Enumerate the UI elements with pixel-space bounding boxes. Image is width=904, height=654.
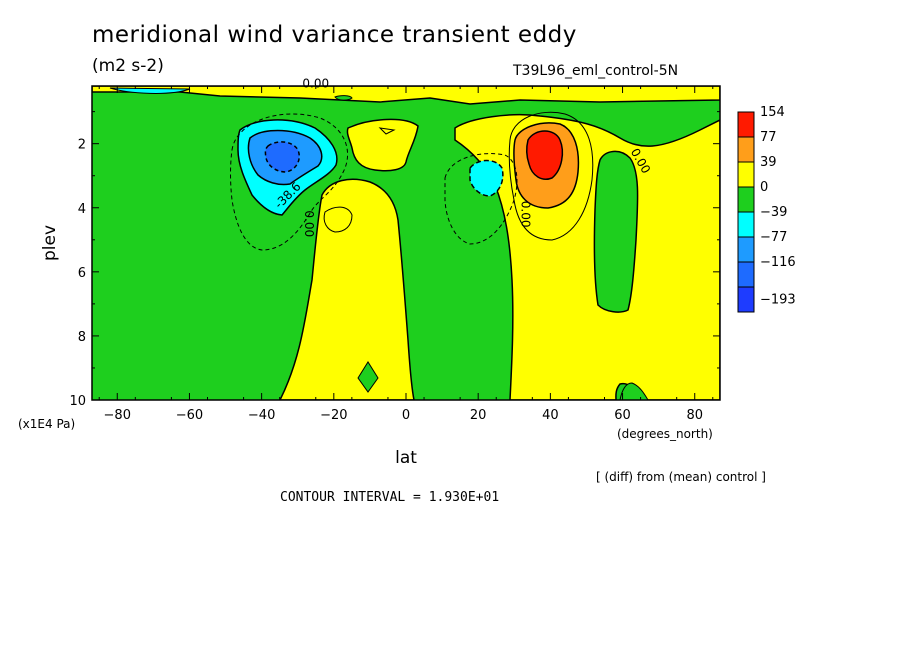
x-tick-label: −60 <box>176 408 203 423</box>
footnote: [ (diff) from (mean) control ] <box>596 470 766 484</box>
x-tick-label: −80 <box>104 408 131 423</box>
contour-field <box>92 86 720 400</box>
contour-negative-outer <box>230 113 349 251</box>
colorbar-label: 39 <box>760 155 777 170</box>
field-red-core <box>525 130 564 180</box>
colorbar-legend: 154 77 39 0 −39 −77 −116 −193 <box>737 105 796 313</box>
field-yellow-upper-blob <box>346 118 419 172</box>
field-cyan-topleft <box>109 87 191 94</box>
y-tick-label: 4 <box>78 202 86 217</box>
field-cyan-tropics <box>469 159 504 197</box>
y-tick-label: 8 <box>78 330 86 345</box>
colorbar-label: 77 <box>760 130 777 145</box>
x-axis-unit: (degrees_north) <box>617 427 713 441</box>
colorbar-swatch <box>737 261 755 288</box>
chart-title: meridional wind variance transient eddy <box>92 22 577 48</box>
field-green-bottom-right <box>619 382 649 400</box>
contour-label: 0.00 <box>518 201 532 228</box>
colorbar-swatch <box>737 236 755 263</box>
y-axis-label: plev <box>40 225 60 261</box>
contour-positive-outer <box>508 111 594 241</box>
field-green-diamond <box>357 361 379 393</box>
colorbar-label: −77 <box>760 230 787 245</box>
contour-label: 0.00 <box>302 77 329 91</box>
x-axis-label: lat <box>395 448 417 468</box>
colorbar-label: 0 <box>760 180 768 195</box>
colorbar-swatch <box>737 286 755 313</box>
x-tick-label: 0 <box>402 408 410 423</box>
colorbar-label: −193 <box>760 293 796 308</box>
y-tick-label: 2 <box>78 138 86 153</box>
x-tick-label: 40 <box>542 408 559 423</box>
colorbar-label: 154 <box>760 105 785 120</box>
contour-small-yellow <box>323 206 353 233</box>
colorbar-swatch <box>737 111 755 138</box>
colorbar-swatch <box>737 186 755 213</box>
y-axis: 2 4 6 8 10 <box>69 111 720 409</box>
x-tick-label: −20 <box>320 408 347 423</box>
colorbar-swatch <box>737 211 755 238</box>
y-axis-unit: (x1E4 Pa) <box>18 417 75 431</box>
x-tick-label: 60 <box>614 408 631 423</box>
contour-tiny-top <box>334 95 353 101</box>
colorbar-swatch <box>737 161 755 188</box>
run-name: T39L96_eml_control-5N <box>513 63 679 79</box>
colorbar-label: −39 <box>760 205 787 220</box>
chart-units: (m2 s-2) <box>92 56 164 76</box>
colorbar-label: −116 <box>760 255 796 270</box>
field-yellow-center-tongue <box>279 178 415 400</box>
y-tick-label: 10 <box>69 394 86 409</box>
colorbar-swatch <box>737 136 755 163</box>
x-tick-label: −40 <box>248 408 275 423</box>
y-tick-label: 6 <box>78 266 86 281</box>
x-tick-label: 20 <box>470 408 487 423</box>
contour-negative-tropics <box>444 153 518 245</box>
contour-label: 0.00 <box>302 210 316 237</box>
x-axis: −80 −60 −40 −20 0 20 40 60 80 <box>98 86 714 423</box>
contour-tiny <box>378 127 396 135</box>
contour-interval: CONTOUR INTERVAL = 1.930E+01 <box>280 490 500 505</box>
field-green-right-strip <box>593 150 639 313</box>
field-blue-core <box>264 141 300 173</box>
x-tick-label: 80 <box>686 408 703 423</box>
